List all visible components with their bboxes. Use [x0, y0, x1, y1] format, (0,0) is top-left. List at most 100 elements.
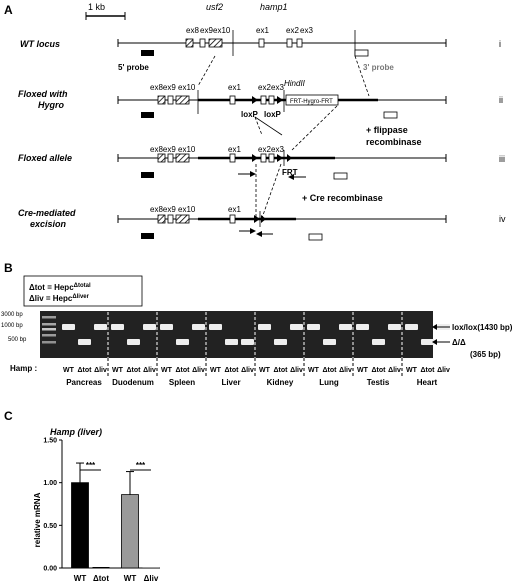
gel-image — [40, 311, 433, 358]
gene-usf2-label: usf2 — [206, 2, 223, 12]
genotype-label: Δliv — [241, 367, 254, 374]
genotype-label: WT — [112, 367, 124, 374]
ladder-500: 500 bp — [8, 337, 27, 343]
genotype-label: WT — [406, 367, 418, 374]
genotype-label: Δtot — [127, 367, 142, 374]
ladder-3000: 3000 bp — [1, 312, 23, 318]
row-label-cre-mediated: Cre-mediated — [18, 208, 76, 218]
genotype-label: Δtot — [372, 367, 387, 374]
row-roman-ii: ii — [499, 95, 503, 105]
tissue-label: Heart — [417, 378, 438, 387]
genotype-label: WT — [308, 367, 320, 374]
ladder-band — [42, 316, 56, 319]
genotype-label: Δliv — [192, 367, 205, 374]
ladder-band — [42, 323, 56, 326]
row-label-cre-mediated-2: excision — [30, 219, 67, 229]
exon-ex1-label-ii: ex1 — [228, 83, 241, 92]
gel-band — [225, 339, 238, 345]
genotype-label: Δliv — [437, 367, 450, 374]
genotype-label: Δliv — [94, 367, 107, 374]
tissue-label: Lung — [319, 378, 339, 387]
x-tick-label: Δliv — [144, 574, 159, 583]
gel-band — [388, 324, 401, 330]
cre-excision-map — [117, 211, 447, 241]
genotype-label: WT — [63, 367, 75, 374]
wt-locus-map — [117, 30, 447, 97]
genotype-label: WT — [161, 367, 173, 374]
gel-band — [421, 339, 434, 345]
tissue-label: Kidney — [267, 378, 294, 387]
gel-band — [241, 339, 254, 345]
gel-band — [290, 324, 303, 330]
genotype-labels: WT Δtot Δliv WT Δtot Δliv WT Δtot Δliv WT Δtot Δliv… — [63, 367, 450, 374]
floxed-hygro-map — [117, 90, 447, 151]
sig-label: *** — [136, 461, 146, 470]
band-arrows — [432, 324, 450, 345]
ladder-band — [42, 328, 56, 331]
y-tick-label: 0.00 — [43, 566, 57, 573]
chart-title: Hamp (liver) — [50, 427, 102, 437]
ladder-band — [42, 341, 56, 344]
bar — [92, 567, 110, 568]
genotype-label: Δliv — [143, 367, 156, 374]
probe-5-label: 5' probe — [118, 63, 149, 72]
row-roman-i: i — [499, 39, 501, 49]
gel-band — [258, 324, 271, 330]
flippase-label: + flippase — [366, 125, 408, 135]
band-delta-label: Δ/Δ — [452, 338, 466, 347]
hygro-cassette-label: FRT-Hygro-FRT — [290, 99, 333, 105]
scale-bar-label: 1 kb — [88, 2, 105, 12]
bar — [142, 567, 160, 568]
scale-bar — [85, 12, 126, 20]
x-tick-label: Δtot — [93, 574, 109, 583]
legend-line-2: Δliv = HepcΔliver — [29, 294, 90, 303]
genotype-label: Δtot — [274, 367, 289, 374]
row-label-floxed-hygro: Floxed with — [18, 89, 68, 99]
tissue-label: Liver — [221, 378, 240, 387]
gel-band — [62, 324, 75, 330]
gel-band — [176, 339, 189, 345]
row-roman-iii: iii — [499, 154, 505, 164]
gel-band — [339, 324, 352, 330]
exons-ex8-10-label-iv: ex8ex9 ex10 — [150, 205, 196, 214]
exon-ex10-label: ex10 — [213, 26, 231, 35]
gel-band — [405, 324, 418, 330]
gel-band — [307, 324, 320, 330]
x-tick-label: WT — [74, 574, 87, 583]
row-label-floxed-hygro-2: Hygro — [38, 100, 65, 110]
loxp-label-1: loxP — [241, 110, 259, 119]
tissue-label: Spleen — [169, 378, 195, 387]
gel-band — [372, 339, 385, 345]
tissue-labels: Pancreas Duodenum Spleen Liver Kidney Lung Tes… — [66, 378, 437, 387]
genotype-label: WT — [210, 367, 222, 374]
exon-ex3-label: ex3 — [300, 26, 313, 35]
exon-ex1-label-iv: ex1 — [228, 205, 241, 214]
bar — [121, 494, 139, 569]
tissue-label: Pancreas — [66, 378, 102, 387]
gene-hamp1-label: hamp1 — [260, 2, 288, 12]
x-tick-label: WT — [124, 574, 137, 583]
row-roman-iv: iv — [499, 214, 506, 224]
genotype-label: Δtot — [78, 367, 93, 374]
chart-ylabel: relative mRNA — [33, 492, 42, 547]
gel-band — [356, 324, 369, 330]
sig-label: *** — [86, 461, 96, 470]
y-tick-label: 1.50 — [43, 438, 57, 445]
gel-band — [209, 324, 222, 330]
y-tick-label: 1.00 — [43, 480, 57, 487]
genotype-label: Δtot — [421, 367, 436, 374]
ladder-band — [42, 334, 56, 337]
exon-ex1-label-iii: ex1 — [228, 145, 241, 154]
gel-band — [94, 324, 107, 330]
panel-a-letter: A — [4, 3, 13, 17]
gel-band — [127, 339, 140, 345]
row-label-floxed-allele: Floxed allele — [18, 153, 72, 163]
genotype-label: Δliv — [339, 367, 352, 374]
panel-c-letter: C — [4, 409, 13, 423]
frt-label: FRT — [282, 168, 298, 177]
gel-ladder — [42, 316, 56, 344]
row-label-wt-locus: WT locus — [20, 39, 60, 49]
gel-band — [192, 324, 205, 330]
band-lox-label: lox/lox(1430 bp) — [452, 323, 513, 332]
